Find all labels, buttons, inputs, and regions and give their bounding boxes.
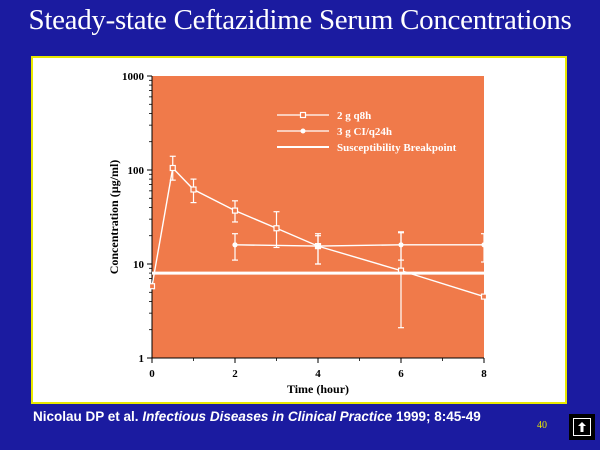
data-point-3-g-ci-q24h (398, 242, 404, 248)
slide-number: 40 (537, 420, 547, 431)
slide-title: Steady-state Ceftazidime Serum Concentra… (28, 4, 572, 36)
data-point-2-g-q8h (190, 186, 197, 193)
data-point-2-g-q8h (480, 293, 488, 300)
data-point-2-g-q8h (231, 207, 239, 214)
data-point-3-g-ci-q24h (315, 243, 321, 249)
data-point-2-g-q8h (148, 283, 156, 290)
x-axis-label: Time (hour) (287, 382, 349, 396)
x-tick-label: 0 (149, 368, 155, 380)
series-line-3-g-ci-q24h (234, 244, 484, 247)
x-tick-label: 2 (232, 368, 238, 380)
y-axis-label: Concentration (µg/ml) (107, 160, 121, 275)
citation-journal: Infectious Diseases in Clinical Practice (142, 409, 393, 424)
citation-details: 1999; 8:45-49 (395, 409, 481, 424)
x-tick-label: 8 (481, 368, 487, 380)
citation-authors: Nicolau DP et al. (33, 409, 139, 424)
legend-marker-3-g-ci-q24h (300, 128, 306, 134)
data-point-2-g-q8h (169, 164, 176, 172)
legend-label-2-g-q8h: 2 g q8h (337, 110, 371, 122)
chart-frame: 1 10 100 1000 0 2 4 6 8 Time (hour) Concentration … (31, 56, 567, 404)
y-tick-label: 1 (139, 353, 145, 365)
x-tick-label: 6 (398, 368, 404, 380)
y-tick-label: 1000 (122, 71, 145, 83)
plot-area (152, 76, 484, 358)
y-tick-label: 10 (133, 259, 145, 271)
legend-label-susceptibility-breakpoint: Susceptibility Breakpoint (337, 142, 457, 154)
y-tick-label: 100 (128, 165, 145, 177)
data-point-2-g-q8h (273, 225, 280, 232)
return-button[interactable] (569, 414, 595, 440)
legend-marker-2-g-q8h (299, 111, 307, 119)
concentration-chart: 1 10 100 1000 0 2 4 6 8 Time (hour) Concentration … (107, 71, 488, 396)
x-tick-label: 4 (315, 368, 321, 380)
data-point-3-g-ci-q24h (232, 242, 238, 248)
data-point-3-g-ci-q24h (481, 242, 487, 248)
series-line-2-g-q8h (151, 166, 485, 298)
return-arrow-icon (573, 418, 591, 436)
legend-label-3-g-ci-q24h: 3 g CI/q24h (337, 126, 392, 138)
citation: Nicolau DP et al. Infectious Diseases in… (33, 409, 481, 424)
